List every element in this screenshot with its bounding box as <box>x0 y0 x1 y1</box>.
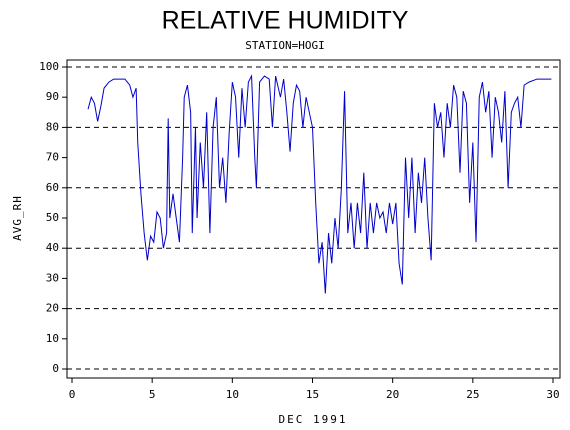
chart-subtitle: STATION=HOGI <box>245 39 324 52</box>
y-tick-label: 10 <box>46 332 59 345</box>
y-tick-label: 100 <box>39 60 59 73</box>
x-tick-label: 25 <box>466 388 479 401</box>
y-tick-label: 40 <box>46 241 59 254</box>
y-tick-label: 20 <box>46 302 59 315</box>
y-tick-label: 30 <box>46 271 59 284</box>
y-tick-label: 70 <box>46 151 59 164</box>
y-tick-label: 90 <box>46 90 59 103</box>
x-tick-label: 30 <box>546 388 559 401</box>
x-tick-label: 20 <box>386 388 399 401</box>
y-tick-label: 50 <box>46 211 59 224</box>
x-tick-label: 15 <box>306 388 319 401</box>
x-tick-label: 5 <box>149 388 156 401</box>
data-line <box>87 74 552 294</box>
y-tick-label: 0 <box>52 362 59 375</box>
y-axis-label: AVG_RH <box>11 195 24 241</box>
y-tick-label: 80 <box>46 120 59 133</box>
chart-title: RELATIVE HUMIDITY <box>162 7 409 35</box>
x-axis-label: DEC 1991 <box>279 413 348 426</box>
x-tick-label: 0 <box>69 388 76 401</box>
x-tick-label: 10 <box>226 388 239 401</box>
y-tick-label: 60 <box>46 181 59 194</box>
plot-frame <box>66 59 561 379</box>
